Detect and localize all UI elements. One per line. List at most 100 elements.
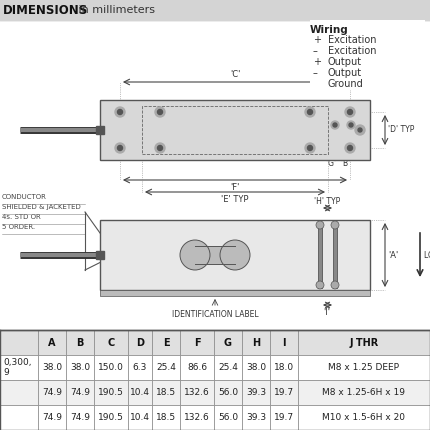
Circle shape (358, 128, 362, 132)
Text: 39.3: 39.3 (246, 413, 266, 422)
Text: IDENTIFICATION LABEL: IDENTIFICATION LABEL (172, 310, 258, 319)
Bar (66, 405, 94, 430)
Text: 'F': 'F' (230, 183, 240, 192)
Bar (242, 405, 270, 430)
Text: 38.0: 38.0 (42, 363, 62, 372)
Text: 4s. STD OR: 4s. STD OR (2, 214, 41, 220)
Circle shape (345, 143, 355, 153)
Text: 132.6: 132.6 (184, 388, 210, 397)
Circle shape (345, 107, 355, 117)
Text: 'A': 'A' (388, 251, 398, 259)
Bar (318, 222, 322, 288)
Bar (142, 106, 328, 154)
Bar (242, 380, 270, 405)
Circle shape (180, 240, 210, 270)
Text: Ground: Ground (328, 79, 364, 89)
Circle shape (155, 107, 165, 117)
Text: Output: Output (328, 57, 362, 67)
Bar (128, 330, 152, 355)
Text: 38.0: 38.0 (70, 363, 90, 372)
Circle shape (115, 143, 125, 153)
Bar (96, 251, 104, 259)
Text: 18.5: 18.5 (156, 413, 176, 422)
Bar (180, 355, 214, 380)
Circle shape (305, 107, 315, 117)
Bar (214, 405, 242, 430)
Bar (38, 330, 66, 355)
Bar (38, 355, 66, 380)
Text: 'D' TYP: 'D' TYP (388, 126, 415, 135)
Bar (270, 380, 298, 405)
Text: 74.9: 74.9 (70, 388, 90, 397)
Text: 19.7: 19.7 (274, 413, 294, 422)
Circle shape (220, 240, 250, 270)
Bar (96, 126, 104, 134)
Text: –: – (313, 46, 318, 56)
Text: 74.9: 74.9 (70, 413, 90, 422)
Bar (333, 222, 337, 288)
Bar (0, 405, 38, 430)
Bar (66, 355, 94, 380)
Bar (270, 405, 298, 430)
Text: 150.0: 150.0 (98, 363, 124, 372)
Text: Wiring: Wiring (310, 25, 349, 35)
Text: 'H' TYP: 'H' TYP (314, 197, 340, 206)
Bar (38, 405, 66, 430)
Text: A: A (48, 338, 56, 347)
Bar (298, 380, 430, 405)
Text: 19.7: 19.7 (274, 388, 294, 397)
Text: M10 x 1.5-6H x 20: M10 x 1.5-6H x 20 (322, 413, 405, 422)
Text: 56.0: 56.0 (218, 413, 238, 422)
Text: CONDUCTOR: CONDUCTOR (2, 194, 47, 200)
Bar (128, 405, 152, 430)
Circle shape (117, 145, 123, 150)
Text: 10.4: 10.4 (130, 388, 150, 397)
Text: 25.4: 25.4 (218, 363, 238, 372)
Text: 39.3: 39.3 (246, 388, 266, 397)
Text: –: – (313, 68, 318, 78)
Bar (270, 355, 298, 380)
Circle shape (331, 281, 339, 289)
Text: +: + (313, 35, 321, 45)
Bar (94, 380, 128, 405)
Circle shape (347, 145, 353, 150)
Text: 86.6: 86.6 (187, 363, 207, 372)
Circle shape (316, 221, 324, 229)
Text: 74.9: 74.9 (42, 413, 62, 422)
Circle shape (347, 121, 355, 129)
Text: J THR: J THR (349, 338, 379, 347)
Circle shape (305, 143, 315, 153)
Bar (94, 405, 128, 430)
Text: DIMENSIONS: DIMENSIONS (3, 3, 88, 16)
Bar (100, 220, 370, 290)
Circle shape (307, 145, 313, 150)
Bar (214, 330, 242, 355)
Circle shape (117, 110, 123, 114)
Circle shape (349, 123, 353, 127)
Bar (195, 246, 235, 264)
Text: 132.6: 132.6 (184, 413, 210, 422)
Text: 56.0: 56.0 (218, 388, 238, 397)
Bar (214, 380, 242, 405)
Bar (270, 330, 298, 355)
Circle shape (115, 107, 125, 117)
Text: M8 x 1.25-6H x 19: M8 x 1.25-6H x 19 (322, 388, 405, 397)
Bar (180, 380, 214, 405)
Bar (38, 380, 66, 405)
Text: 25.4: 25.4 (156, 363, 176, 372)
Text: 'E' TYP: 'E' TYP (221, 195, 249, 204)
Text: 'I': 'I' (323, 308, 331, 317)
Bar (298, 355, 430, 380)
Circle shape (157, 110, 163, 114)
Circle shape (331, 121, 339, 129)
Bar (94, 330, 128, 355)
Circle shape (347, 110, 353, 114)
Text: Excitation: Excitation (328, 46, 377, 56)
Bar (152, 380, 180, 405)
Bar (66, 330, 94, 355)
Bar (152, 330, 180, 355)
Bar (152, 405, 180, 430)
Text: I: I (282, 338, 286, 347)
Text: +: + (313, 57, 321, 67)
Bar (128, 355, 152, 380)
